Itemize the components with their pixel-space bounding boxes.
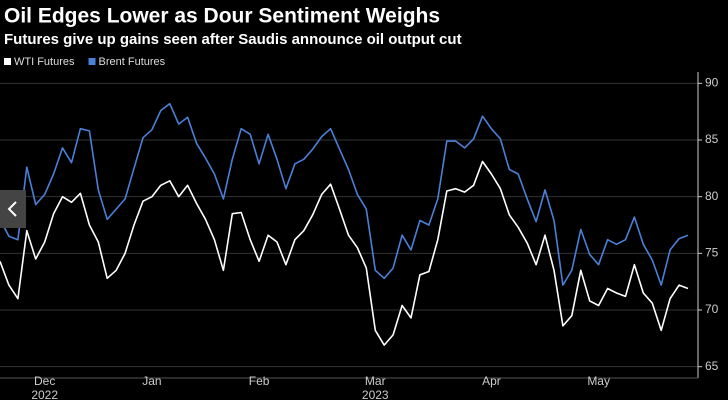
x-tick-label: Apr xyxy=(482,374,501,388)
y-tick-label: 90 xyxy=(705,76,719,90)
legend-swatch xyxy=(88,58,96,65)
line-series xyxy=(0,160,689,346)
x-tick-label: Feb xyxy=(249,374,270,388)
x-year-label: 2023 xyxy=(362,388,389,400)
x-tick-label: Dec xyxy=(34,374,55,388)
button-bg xyxy=(0,190,26,228)
scroll-left-button[interactable] xyxy=(0,190,26,228)
chart-subtitle: Futures give up gains seen after Saudis … xyxy=(4,31,462,48)
x-tick-label: Mar xyxy=(365,374,386,388)
legend: WTI Futures Brent Futures xyxy=(4,56,166,68)
y-tick-label: 85 xyxy=(705,132,719,146)
y-tick-label: 80 xyxy=(705,189,719,203)
chart-title: Oil Edges Lower as Dour Sentiment Weighs xyxy=(4,5,440,28)
line-series xyxy=(0,102,689,286)
y-tick-label: 65 xyxy=(705,359,719,373)
x-tick-label: May xyxy=(587,374,610,388)
x-tick-label: Jan xyxy=(142,374,161,388)
y-tick-label: 75 xyxy=(705,246,719,260)
x-year-label: 2022 xyxy=(31,388,58,400)
y-tick-label: 70 xyxy=(705,302,719,316)
legend-label: Brent Futures xyxy=(99,56,166,68)
legend-label: WTI Futures xyxy=(14,56,75,68)
legend-swatch xyxy=(4,58,11,65)
button-arrow xyxy=(7,201,17,217)
